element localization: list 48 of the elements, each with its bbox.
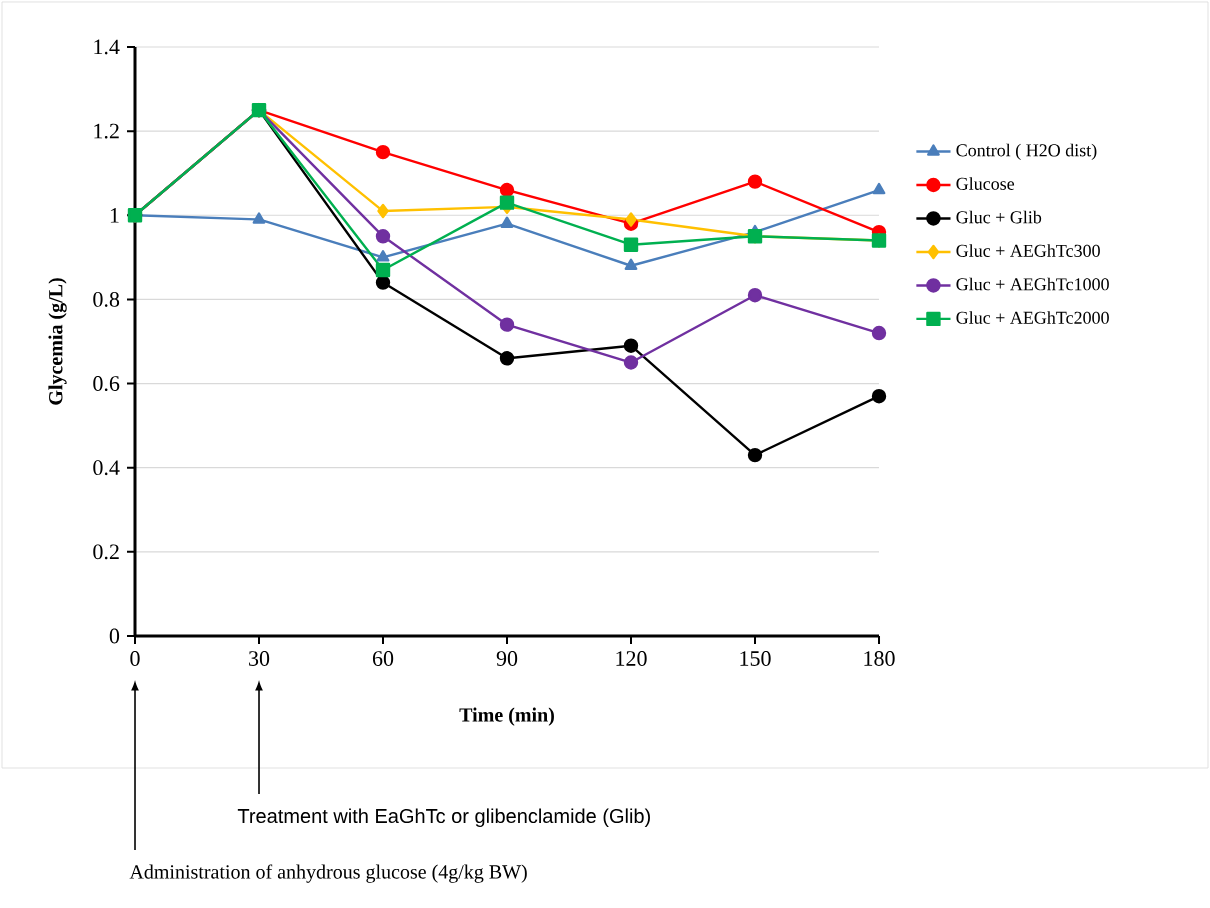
y-tick-label: 1.4 (94, 39, 120, 55)
y-tick-label: 1 (110, 208, 119, 223)
point (375, 275, 391, 290)
y-axis-title: Glycemia (g/L) (48, 278, 67, 405)
text: Administration of anhydrous glucose (4g/kg BW) (129, 864, 527, 883)
x-tick-label: 30 (249, 651, 270, 666)
point (625, 212, 637, 227)
point (252, 212, 266, 224)
y-tick-label: 0.4 (93, 460, 120, 476)
y-tick-label: 1.2 (94, 123, 119, 139)
point (623, 237, 639, 252)
point (747, 174, 763, 189)
point (499, 317, 515, 332)
point (375, 229, 391, 244)
point (623, 338, 639, 353)
y-tick-label: 0 (109, 628, 120, 644)
legend-label: Gluc + Glib (956, 210, 1042, 224)
point (375, 262, 391, 278)
legend-label: Gluc + AEGhTc2000 (956, 311, 1109, 324)
x-tick-label: 120 (616, 651, 647, 666)
x-tick-label: 60 (372, 651, 394, 666)
point (872, 182, 886, 195)
point (623, 355, 639, 370)
y-tick-label: 0.6 (93, 376, 120, 392)
point (499, 351, 515, 366)
x-tick-label: 180 (864, 651, 895, 666)
point (375, 144, 391, 160)
x-axis-title: Time (min) (459, 707, 554, 726)
legend-label: Gluc + AEGhTc1000 (956, 277, 1109, 291)
x-tick-label: 90 (496, 651, 518, 666)
point (499, 182, 515, 198)
point (871, 325, 887, 341)
point (624, 258, 638, 270)
y-tick-label: 0.2 (93, 544, 119, 560)
legend-label: Glucose (956, 177, 1015, 190)
y-tick-label: 0.8 (93, 291, 120, 307)
point (499, 195, 515, 210)
point (500, 216, 514, 228)
legend-label: Control ( H2O dist) (956, 143, 1097, 161)
x-tick-label: 0 (130, 651, 140, 666)
x-tick-label: 150 (740, 651, 771, 666)
point (376, 250, 390, 262)
point (747, 447, 763, 463)
legend-label: Gluc + AEGhTc300 (956, 244, 1100, 257)
text: Treatment with EaGhTc or glibenclamide (Glib) (237, 808, 650, 828)
point (377, 203, 389, 219)
point (747, 288, 763, 303)
point (871, 388, 887, 404)
